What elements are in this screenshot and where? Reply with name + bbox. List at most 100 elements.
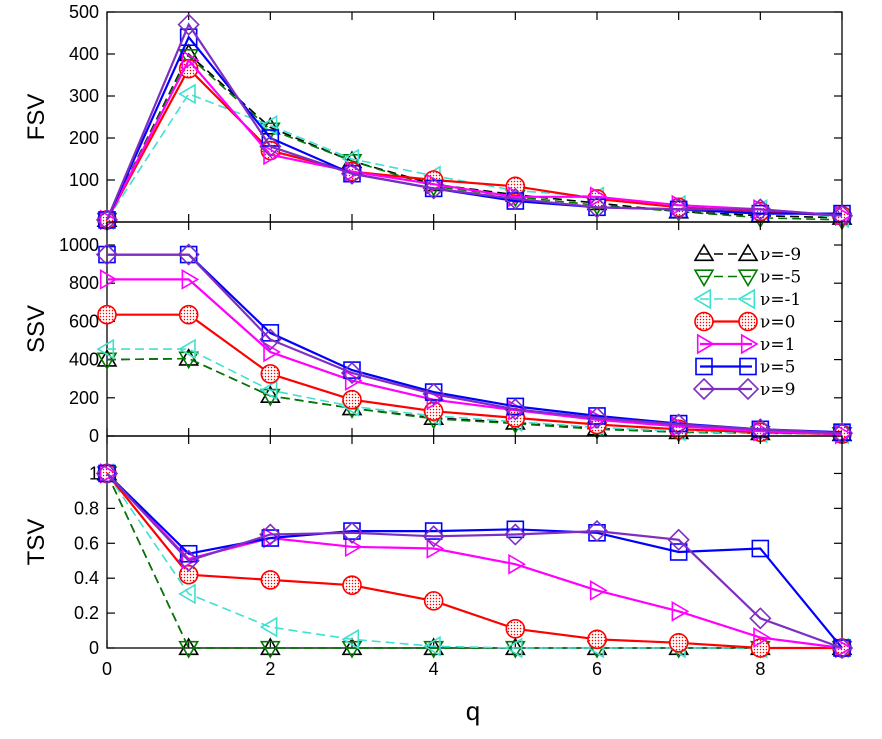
point-panel2-nu5-7 bbox=[669, 543, 688, 561]
point-panel0-nu9-1 bbox=[177, 13, 200, 36]
point-panel0-nu0-5 bbox=[505, 176, 526, 197]
y-tick-label: 400 bbox=[69, 44, 99, 64]
point-panel2-num1-1 bbox=[178, 583, 196, 605]
point-panel1-nu1-3 bbox=[344, 370, 363, 392]
point-panel1-num9-0 bbox=[96, 349, 118, 367]
legend-marker bbox=[737, 243, 759, 262]
point-panel1-num1-0 bbox=[96, 338, 115, 360]
point-panel2-num5-5 bbox=[504, 640, 526, 659]
point-panel2-nu5-4 bbox=[424, 522, 443, 540]
y-tick-label: 0.8 bbox=[74, 498, 99, 518]
point-panel2-nu5-8 bbox=[751, 539, 770, 558]
y-tick-label: 800 bbox=[69, 273, 99, 293]
point-panel0-nu5-3 bbox=[343, 164, 361, 183]
x-tick-label: 4 bbox=[429, 659, 439, 679]
legend-marker bbox=[694, 311, 714, 332]
legend-label: ν=9 bbox=[760, 380, 795, 400]
point-panel1-nu0-3 bbox=[342, 389, 362, 410]
point-panel2-num1-5 bbox=[504, 637, 523, 659]
y-tick-label: 100 bbox=[69, 170, 99, 190]
series-line-panel0-nu5 bbox=[105, 35, 842, 221]
point-panel2-nu0-1 bbox=[178, 564, 199, 585]
point-panel1-nu9-4 bbox=[422, 382, 445, 406]
point-panel0-num1-1 bbox=[178, 83, 196, 105]
point-panel0-nu1-6 bbox=[589, 186, 608, 208]
point-panel2-nu9-2 bbox=[259, 523, 282, 546]
point-panel0-nu9-7 bbox=[667, 198, 690, 221]
point-panel0-nu9-8 bbox=[749, 198, 772, 221]
series-line-panel1-num9 bbox=[106, 357, 843, 435]
legend: ν=-9 ν=-5ν=-1 ν=0ν=1 ν=5ν=9 bbox=[692, 243, 801, 401]
legend-item-nu1: ν=1 bbox=[696, 333, 795, 355]
legend-label: ν=-9 bbox=[760, 245, 801, 265]
legend-marker bbox=[693, 288, 712, 310]
series-line-panel2-nu9 bbox=[106, 472, 843, 650]
series-line-panel0-nu9 bbox=[105, 22, 843, 221]
point-panel2-nu5-9 bbox=[833, 639, 851, 657]
point-panel2-num1-4 bbox=[423, 635, 441, 657]
point-panel2-nu9-5 bbox=[504, 523, 527, 546]
legend-label: ν=-1 bbox=[760, 290, 801, 310]
x-tick-label: 0 bbox=[102, 659, 112, 679]
legend-marker bbox=[737, 288, 756, 310]
point-panel1-nu1-1 bbox=[181, 268, 200, 290]
plot-area: 100200300400500FSV02004006008001000SSV00… bbox=[23, 2, 854, 679]
y-tick-label: 200 bbox=[69, 388, 99, 408]
legend-marker bbox=[693, 269, 715, 288]
point-panel2-num1-3 bbox=[341, 628, 360, 650]
point-panel2-nu0-3 bbox=[342, 575, 362, 595]
legend-item-nu5: ν=5 bbox=[695, 357, 795, 378]
point-panel1-nu9-2 bbox=[259, 328, 282, 351]
series-line-panel2-num1 bbox=[106, 473, 842, 649]
point-panel2-nu0-4 bbox=[423, 591, 444, 611]
series-line-panel2-num9 bbox=[106, 473, 842, 649]
point-panel1-nu9-6 bbox=[585, 406, 609, 429]
series-line-panel1-nu0 bbox=[107, 313, 843, 436]
point-panel2-num5-3 bbox=[341, 640, 363, 659]
point-panel2-num9-2 bbox=[259, 637, 281, 656]
point-panel2-nu9-3 bbox=[340, 521, 364, 544]
point-panel0-nu9-4 bbox=[422, 177, 445, 200]
y-tick-label: 0.4 bbox=[74, 568, 99, 588]
series-line-panel0-nu0 bbox=[106, 66, 843, 221]
y-tick-label: 0 bbox=[89, 638, 99, 658]
point-panel1-nu0-0 bbox=[97, 304, 117, 325]
series-line-panel2-nu1 bbox=[106, 472, 843, 650]
point-panel1-nu9-5 bbox=[504, 398, 527, 421]
series-line-panel1-nu9 bbox=[107, 253, 843, 435]
point-panel1-num9-2 bbox=[259, 385, 281, 403]
point-panel2-nu9-9 bbox=[830, 636, 854, 660]
y-tick-label: 0 bbox=[89, 426, 99, 446]
y-tick-label: 0.2 bbox=[74, 603, 99, 623]
series-line-panel2-nu5 bbox=[106, 472, 843, 649]
point-panel2-nu9-6 bbox=[585, 519, 609, 543]
point-panel2-nu0-2 bbox=[260, 570, 281, 590]
point-panel1-nu0-2 bbox=[260, 364, 281, 384]
point-panel2-num5-1 bbox=[178, 640, 200, 659]
point-panel2-num9-5 bbox=[504, 637, 526, 656]
point-panel1-nu9-7 bbox=[667, 413, 690, 436]
point-panel1-num1-1 bbox=[178, 338, 196, 360]
point-panel2-nu1-9 bbox=[834, 637, 853, 659]
legend-marker bbox=[739, 357, 757, 376]
series-line-panel0-nu1 bbox=[106, 58, 843, 221]
point-panel0-nu9-2 bbox=[259, 135, 282, 158]
point-panel2-nu9-8 bbox=[749, 607, 772, 630]
legend-marker bbox=[693, 243, 715, 262]
point-panel0-nu1-1 bbox=[181, 49, 200, 71]
x-axis-label: q bbox=[466, 696, 480, 726]
legend-item-nu0: ν=0 bbox=[694, 311, 795, 333]
point-panel2-num9-1 bbox=[178, 637, 200, 656]
legend-marker bbox=[738, 311, 758, 332]
point-panel2-nu0-8 bbox=[750, 638, 771, 658]
point-panel2-nu1-8 bbox=[753, 627, 771, 648]
point-panel2-nu9-0 bbox=[95, 462, 119, 485]
point-panel1-num5-0 bbox=[96, 352, 118, 371]
panel-frame-tsv bbox=[106, 435, 843, 649]
y-axis-label-tsv: TSV bbox=[23, 519, 50, 566]
series-line-panel1-num1 bbox=[107, 348, 843, 435]
point-panel1-nu0-4 bbox=[423, 401, 444, 421]
series-line-panel2-nu0 bbox=[106, 472, 842, 650]
point-panel1-num1-2 bbox=[259, 379, 278, 401]
